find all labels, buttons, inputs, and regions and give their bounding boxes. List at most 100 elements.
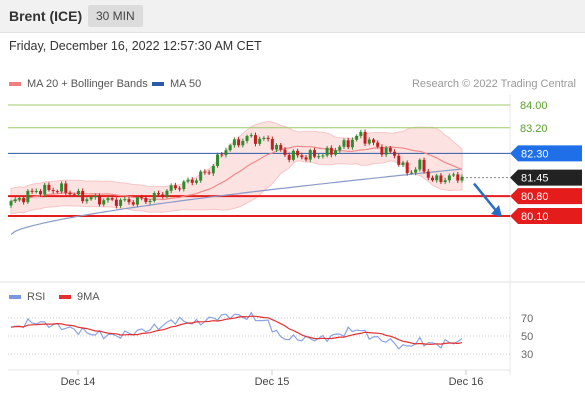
candle-body: [367, 139, 371, 144]
ma9-label: 9MA: [77, 291, 100, 303]
ma20-label: MA 20 + Bollinger Bands: [27, 78, 148, 90]
candle-body: [140, 197, 144, 199]
price-label-1: 83.20: [520, 123, 548, 135]
candle-body: [182, 181, 186, 190]
candle-body: [144, 198, 148, 203]
candle-body: [401, 162, 405, 165]
candle-body: [178, 188, 182, 190]
candle-body: [371, 139, 375, 143]
x-tick-label-1: Dec 15: [255, 376, 290, 388]
ma50-line: [10, 168, 463, 235]
candle-body: [68, 192, 72, 195]
legend-ma50: MA 50: [152, 78, 201, 90]
price-flag-label-5: 80.10: [521, 211, 549, 223]
candle-body: [106, 198, 110, 201]
rsi-label: RSI: [27, 291, 46, 303]
candle-body: [98, 195, 102, 205]
candle-body: [60, 183, 64, 192]
candle-body: [350, 139, 354, 148]
candle-body: [131, 202, 135, 205]
candle-body: [245, 136, 249, 141]
candle-body: [161, 194, 165, 197]
candle-body: [393, 151, 397, 156]
candle-body: [241, 140, 245, 146]
candle-body: [76, 190, 80, 195]
candle-body: [165, 190, 169, 197]
candle-body: [291, 150, 295, 160]
candle-body: [220, 154, 224, 156]
candle-body: [135, 197, 139, 205]
candle-body: [148, 200, 152, 203]
instrument-title: Brent (ICE): [9, 8, 83, 24]
candle-body: [275, 144, 279, 150]
price-flag-4: [510, 188, 582, 205]
candle-body: [173, 185, 177, 189]
candle-body: [39, 191, 43, 195]
rsi-tick-0: 70: [521, 313, 533, 325]
rsi-tick-2: 30: [521, 349, 533, 361]
candle-body: [249, 135, 253, 137]
candle-body: [72, 194, 76, 196]
candle-body: [430, 177, 434, 181]
candle-body: [363, 131, 367, 144]
candle-body: [110, 198, 114, 200]
candle-body: [34, 191, 38, 193]
candle-body: [17, 197, 21, 200]
candle-body: [9, 201, 13, 206]
candle-body: [47, 184, 51, 191]
ma50-label: MA 50: [170, 78, 202, 90]
rsi-line: [10, 311, 463, 350]
candle-body: [384, 147, 388, 155]
price-flag-label-2: 82.30: [521, 148, 549, 160]
candle-body: [89, 197, 93, 200]
ma50-swatch: [152, 82, 164, 86]
candle-body: [93, 195, 97, 198]
candle-body: [258, 138, 262, 144]
chart-datetime: Friday, December 16, 2022 12:57:30 AM CE…: [9, 39, 262, 53]
candle-body: [127, 199, 131, 203]
candle-body: [270, 139, 274, 150]
candle-body: [376, 142, 380, 147]
candle-body: [304, 157, 308, 160]
candle-body: [388, 147, 392, 152]
legend-rsi: RSI: [9, 291, 45, 303]
forecast-arrow-shaft: [473, 182, 499, 214]
candle-body: [194, 180, 198, 183]
candle-body: [102, 200, 106, 205]
candle-body: [211, 165, 215, 174]
candle-body: [443, 180, 447, 183]
candle-body: [30, 190, 34, 192]
candle-body: [13, 199, 17, 202]
candle-body: [422, 159, 426, 172]
candle-body: [253, 135, 257, 144]
ma9-swatch: [59, 295, 71, 299]
forecast-arrow-head: [491, 205, 502, 217]
candle-body: [228, 145, 232, 151]
candle-body: [300, 155, 304, 158]
candle-body: [279, 144, 283, 150]
candle-body: [207, 172, 211, 174]
candle-body: [409, 172, 413, 174]
candle-body: [435, 175, 439, 181]
candle-body: [452, 174, 456, 176]
candle-body: [64, 183, 68, 193]
candle-body: [418, 159, 422, 170]
candle-body: [186, 179, 190, 182]
candle-body: [22, 197, 26, 203]
price-flag-label-4: 80.80: [521, 191, 549, 203]
candle-body: [296, 150, 300, 156]
ma20-line: [10, 145, 463, 202]
candle-body: [359, 131, 363, 136]
candle-body: [308, 150, 312, 160]
candle-body: [338, 146, 342, 151]
candle-body: [203, 171, 207, 173]
price-flag-5: [510, 208, 582, 224]
candle-body: [26, 190, 30, 203]
candle-body: [460, 176, 464, 181]
candle-body: [312, 150, 316, 157]
candle-body: [317, 156, 321, 158]
ma20-swatch: [9, 82, 21, 86]
candle-body: [334, 150, 338, 155]
interval-badge[interactable]: 30 MIN: [88, 5, 143, 27]
